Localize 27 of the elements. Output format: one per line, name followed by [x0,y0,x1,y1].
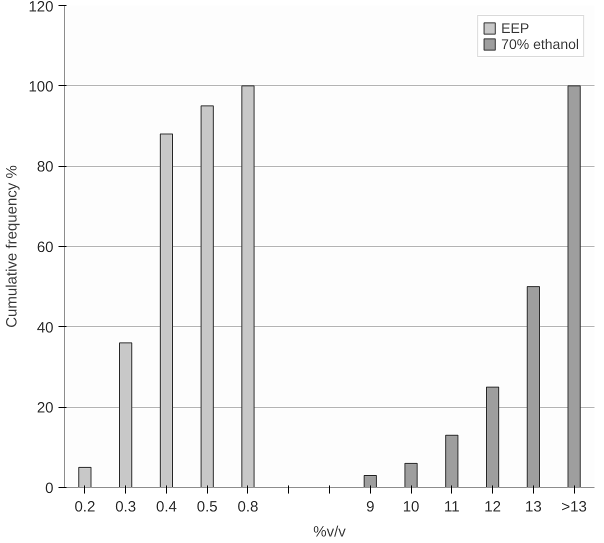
x-tick-label: 9 [366,498,374,516]
x-tick-label: 0.5 [196,498,218,516]
y-tick-label: 40 [36,319,54,336]
x-axis-title: %v/v [313,524,346,540]
x-tick-label: 0.2 [74,498,96,516]
x-tick-label: 0.8 [238,498,258,516]
x-tick-label: 0.3 [115,498,136,516]
y-tick-label: 120 [28,0,54,16]
x-tick-label: 10 [402,498,420,516]
y-axis-title: Cumulative frequency % [3,165,20,328]
x-tick-label: 11 [444,498,460,516]
x-tick-label: 0.4 [156,498,177,516]
bar [200,105,214,488]
legend-label: EEP [501,20,530,36]
y-tick-label: 60 [36,239,54,256]
bar [241,85,255,488]
y-tick-label: 80 [36,158,54,176]
y-tick-label: 0 [45,480,54,497]
x-tick-label: >13 [561,498,587,516]
x-tick-label: 12 [484,498,501,516]
bar [160,134,174,488]
y-tick-label: 20 [36,400,54,417]
bar [119,342,132,488]
x-tick-label: 13 [525,498,542,516]
bar [78,466,92,488]
y-tick-label: 100 [28,78,54,96]
legend-label: 70% ethanol [501,36,579,52]
